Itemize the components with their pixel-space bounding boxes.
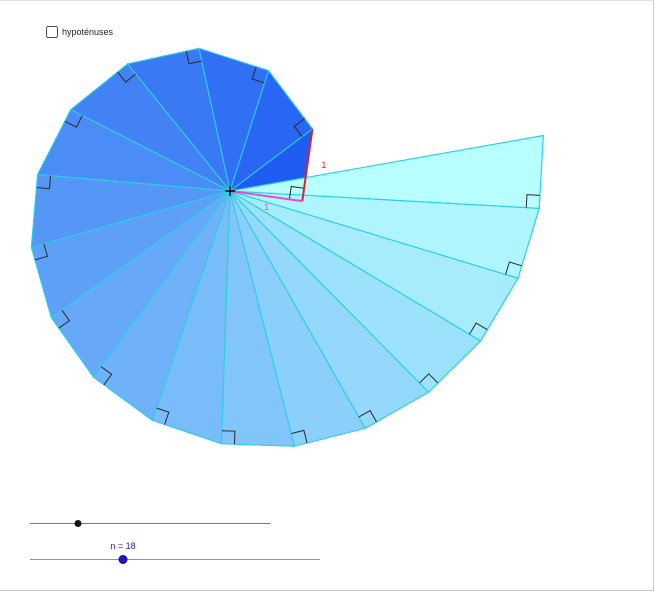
spiral-spoke [151,190,231,421]
checkbox-label: hypoténuses [62,27,114,37]
spiral-outer-edge [480,277,519,342]
right-angle-marker [221,430,236,445]
right-angle-marker [117,71,137,83]
spiral-outer-edge [93,376,153,421]
hypotenuses-checkbox[interactable]: hypoténuses [46,26,113,38]
right-angle-marker [185,50,202,65]
right-angle-marker [251,66,265,84]
slider-n-knob[interactable] [118,555,128,564]
spiral-outer-edge [198,47,269,72]
theodorus-spiral: 1 1 [30,47,544,447]
spiral-spoke [229,190,519,279]
right-angle-marker [58,309,71,329]
unit-base-segment [229,190,303,203]
triangles-group [30,47,544,447]
spiral-outer-edge [37,109,72,175]
spiral-outer-edge [152,419,222,445]
right-angle-marker [156,407,170,425]
right-angle-marker [288,185,305,200]
spiral-spoke [93,190,231,378]
spiral-outer-edge [538,135,544,209]
spiral-spoke [229,135,544,192]
spiral-spoke [37,174,231,192]
spiral-outer-edge [50,317,94,378]
right-angle-marker [64,115,83,128]
spiral-spoke [31,190,231,248]
slider-n-label: n = 18 [110,541,136,551]
spokes-group [30,47,544,447]
spiral-spoke [229,190,481,342]
right-angle-marker [469,322,488,335]
spiral-spoke [229,190,540,209]
unit-base-label: 1 [264,202,269,212]
center-point-crosshair[interactable] [225,186,235,196]
spiral-spoke [50,190,231,318]
right-angle-marker [291,429,308,444]
spiral-outer-edge [268,70,313,130]
right-angle-marker [293,118,305,137]
right-angle-marker [34,243,49,261]
spiral-spoke [229,190,366,429]
slider-scale[interactable] [30,517,270,531]
spiral-outer-edge [127,47,200,65]
spiral-outer-edge [30,247,52,318]
spiral-spoke [229,190,430,393]
unit-leg-label: 1 [321,160,326,170]
spiral-spoke [229,128,313,192]
spiral-outer-edge [428,340,481,393]
slider-n-track[interactable] [30,559,320,560]
right-angle-marker [36,175,52,190]
right-angle-marker [100,366,113,386]
spiral-spoke [229,190,295,447]
spiral-spoke [229,70,269,192]
right-angle-marker [419,373,439,384]
slider-scale-knob[interactable] [74,520,82,527]
right-angle-marker [505,261,522,275]
spiral-outer-edge [364,391,429,429]
spiral-outer-edge [221,443,295,447]
spiral-outer-edge [70,63,128,110]
right-angle-marker [525,194,540,208]
spiral-spoke [220,190,231,444]
right-angle-marker [358,409,377,423]
spiral-spoke [70,109,231,192]
right-angle-markers-group [34,50,540,445]
spiral-spoke [127,63,231,192]
unit-leg-segment [301,128,314,202]
spiral-outer-edge [517,208,540,279]
spiral-outer-edge [30,174,39,248]
spiral-spoke [198,48,231,192]
spiral-outer-edge [294,427,366,447]
slider-n[interactable]: n = 18 [30,541,320,569]
slider-scale-track[interactable] [30,523,270,524]
checkbox-box[interactable] [46,26,58,38]
